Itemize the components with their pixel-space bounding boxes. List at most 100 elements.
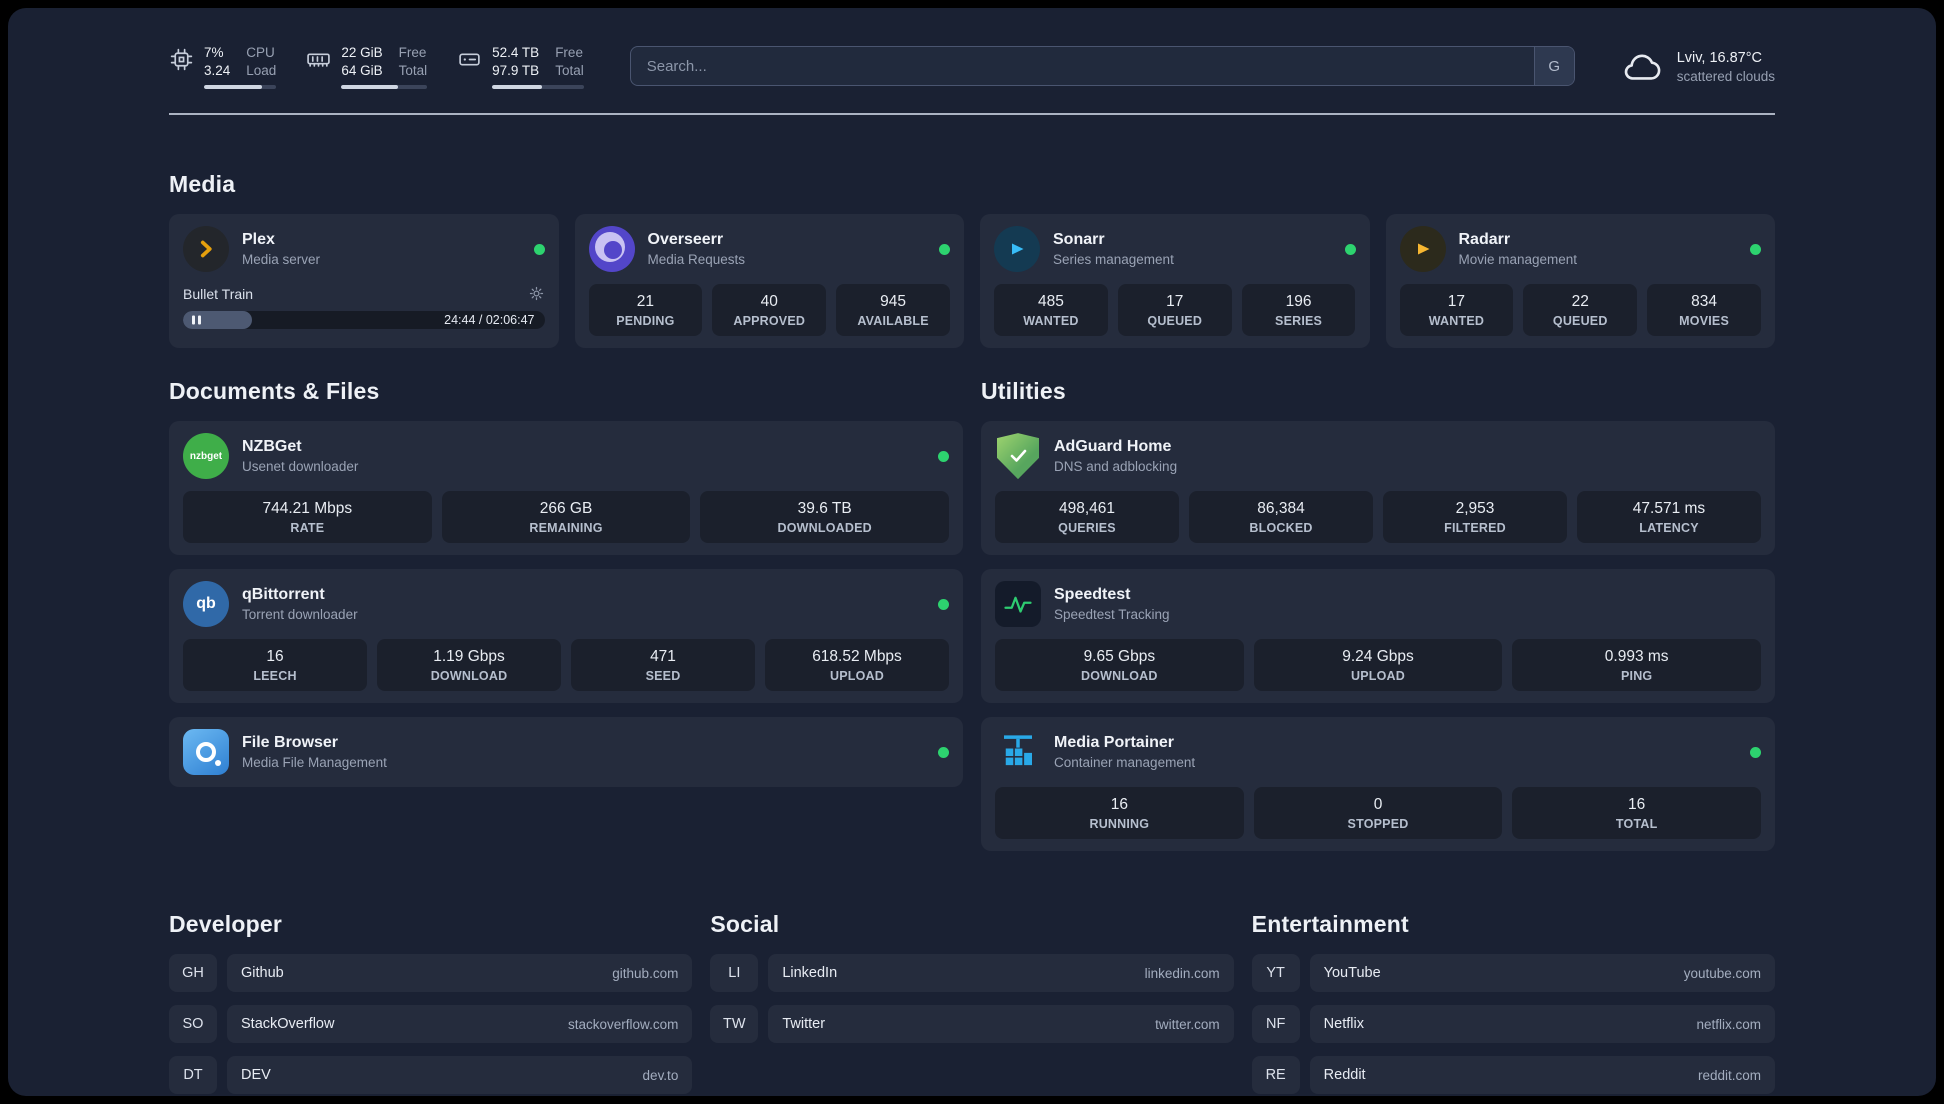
- stat-value: 471: [650, 648, 676, 666]
- stat-value: 485: [1037, 293, 1064, 311]
- stat-value: 498,461: [1058, 500, 1116, 518]
- section-title-media: Media: [169, 171, 236, 198]
- stat-tile: 485 WANTED: [994, 284, 1108, 337]
- stat-value: 86,384: [1257, 500, 1305, 518]
- bookmark-youtube[interactable]: YT YouTube youtube.com: [1251, 954, 1775, 993]
- stat-tile: 40 APPROVED: [712, 284, 827, 337]
- stat-label: APPROVED: [733, 314, 806, 329]
- bookmark-dev[interactable]: DT DEV dev.to: [169, 1056, 693, 1095]
- service-card-radarr[interactable]: Radarr Movie management 17 WANTED 22 QUE…: [1385, 214, 1775, 349]
- service-card-overseerr[interactable]: Overseerr Media Requests 21 PENDING 40 A…: [574, 214, 964, 349]
- service-name: NZBGet: [242, 438, 302, 456]
- plex-now-playing: Bullet Train 24:44 / 02:06:47: [183, 285, 545, 330]
- stat-label: QUEUED: [1147, 314, 1203, 329]
- stat-tile: 17 QUEUED: [1117, 284, 1232, 337]
- stat-label: LATENCY: [1639, 521, 1699, 536]
- ram-progress-bar: [341, 85, 428, 90]
- stat-value: 9.24 Gbps: [1342, 648, 1414, 666]
- service-card-qbittorrent[interactable]: qb qBittorrent Torrent downloader 16 LEE…: [169, 569, 963, 704]
- ram-free-value: 22 GiB: [341, 45, 383, 60]
- stat-value: 47.571 ms: [1632, 500, 1706, 518]
- stat-label: REMAINING: [529, 521, 603, 536]
- plex-icon: [183, 226, 229, 273]
- cpu-icon: [170, 48, 193, 71]
- bookmark-url: dev.to: [642, 1067, 679, 1083]
- stat-tile: 86,384 BLOCKED: [1189, 491, 1373, 544]
- section-utilities: Utilities AdGuard Home DN: [981, 378, 1775, 852]
- stat-value: 9.65 Gbps: [1083, 648, 1156, 666]
- service-card-nzbget[interactable]: nzbget NZBGet Usenet downloader 744.21 M…: [169, 421, 963, 556]
- bookmark-name: LinkedIn: [782, 965, 838, 982]
- bookmark-name: Netflix: [1323, 1016, 1364, 1033]
- bookmark-abbr: RE: [1251, 1056, 1300, 1095]
- bookmark-abbr: LI: [710, 954, 759, 993]
- service-name: Sonarr: [1053, 231, 1105, 249]
- stat-value: 16: [1628, 796, 1646, 814]
- service-name: File Browser: [242, 734, 339, 752]
- stat-value: 22: [1571, 293, 1589, 311]
- stat-tile: 834 MOVIES: [1647, 284, 1761, 337]
- stat-tile: 16 LEECH: [183, 639, 367, 692]
- stat-value: 618.52 Mbps: [812, 648, 902, 666]
- bookmark-abbr: DT: [169, 1056, 217, 1095]
- status-dot: [533, 243, 545, 255]
- service-card-plex[interactable]: Plex Media server Bullet Train: [169, 214, 559, 349]
- gear-icon[interactable]: [528, 285, 545, 302]
- pause-icon[interactable]: [192, 315, 201, 325]
- stat-label: PENDING: [616, 314, 675, 329]
- service-card-speedtest[interactable]: Speedtest Speedtest Tracking 9.65 Gbps D…: [981, 569, 1775, 704]
- stat-label: STOPPED: [1347, 817, 1409, 832]
- weather-widget: Lviv, 16.87°C scattered clouds: [1621, 46, 1775, 88]
- service-card-portainer[interactable]: Media Portainer Container management 16 …: [981, 717, 1775, 852]
- bookmark-netflix[interactable]: NF Netflix netflix.com: [1251, 1005, 1775, 1044]
- service-card-adguard[interactable]: AdGuard Home DNS and adblocking 498,461 …: [981, 421, 1775, 556]
- search-provider-button[interactable]: G: [1533, 47, 1574, 85]
- weather-location: Lviv, 16.87°C: [1676, 50, 1763, 66]
- stat-tile: 16 TOTAL: [1512, 787, 1762, 840]
- bookmark-abbr: NF: [1251, 1005, 1300, 1044]
- service-subtitle: Torrent downloader: [242, 607, 358, 623]
- stat-label: LEECH: [253, 669, 297, 684]
- ram-total-value: 64 GiB: [341, 62, 383, 78]
- stat-tile: 1.19 Gbps DOWNLOAD: [377, 639, 561, 692]
- stat-label: FILTERED: [1444, 521, 1506, 536]
- section-media: Media Plex Media server: [169, 171, 1775, 349]
- bookmark-linkedin[interactable]: LI LinkedIn linkedin.com: [710, 954, 1234, 993]
- section-title-social: Social: [710, 911, 780, 938]
- stat-label: TOTAL: [1615, 817, 1658, 832]
- service-subtitle: Media server: [242, 252, 321, 268]
- now-playing-title: Bullet Train: [183, 285, 254, 302]
- section-title-entertainment: Entertainment: [1251, 911, 1409, 938]
- stat-value: 39.6 TB: [797, 500, 852, 518]
- bookmark-group-entertainment: Entertainment YT YouTube youtube.com NF …: [1251, 911, 1775, 1095]
- bookmark-github[interactable]: GH Github github.com: [169, 954, 693, 993]
- stat-tile: 17 WANTED: [1399, 284, 1514, 337]
- stat-value: 17: [1447, 293, 1466, 311]
- stat-tile: 471 SEED: [571, 639, 755, 692]
- stat-tile: 0.993 ms PING: [1512, 639, 1762, 692]
- service-card-sonarr[interactable]: Sonarr Series management 485 WANTED 17 Q…: [980, 214, 1370, 349]
- section-title-utilities: Utilities: [981, 378, 1066, 405]
- bookmark-twitter[interactable]: TW Twitter twitter.com: [710, 1005, 1234, 1044]
- bookmark-url: reddit.com: [1697, 1067, 1761, 1083]
- stat-tile: 21 PENDING: [588, 284, 703, 337]
- portainer-icon: [995, 729, 1041, 775]
- cpu-label-2: Load: [246, 62, 277, 78]
- stat-label: RATE: [290, 521, 325, 536]
- bookmark-reddit[interactable]: RE Reddit reddit.com: [1251, 1056, 1775, 1095]
- disk-total-value: 97.9 TB: [492, 62, 540, 78]
- stat-value: 945: [880, 293, 906, 311]
- bookmark-name: StackOverflow: [241, 1016, 335, 1033]
- search-input[interactable]: [630, 57, 1534, 75]
- cpu-label-1: CPU: [246, 45, 275, 60]
- bookmark-url: stackoverflow.com: [568, 1016, 679, 1032]
- service-subtitle: Usenet downloader: [242, 459, 359, 475]
- status-dot: [1750, 243, 1761, 255]
- bookmark-name: Twitter: [782, 1016, 826, 1033]
- stat-tile: 9.65 Gbps DOWNLOAD: [995, 639, 1244, 692]
- bookmark-stackoverflow[interactable]: SO StackOverflow stackoverflow.com: [169, 1005, 693, 1044]
- topbar: 7% CPU 3.24 Load 22 GiB Free: [169, 8, 1775, 90]
- service-card-filebrowser[interactable]: File Browser Media File Management: [169, 717, 963, 788]
- playback-progress-bar[interactable]: 24:44 / 02:06:47: [183, 311, 545, 330]
- service-name: qBittorrent: [242, 586, 325, 604]
